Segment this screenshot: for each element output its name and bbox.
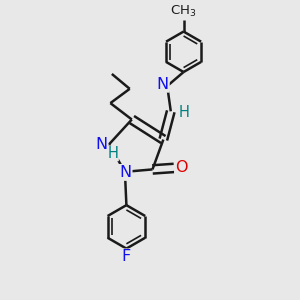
Text: O: O xyxy=(175,160,188,175)
Text: CH$_3$: CH$_3$ xyxy=(170,4,197,19)
Text: F: F xyxy=(122,249,131,264)
Text: H: H xyxy=(179,105,190,120)
Text: H: H xyxy=(108,146,118,161)
Text: N: N xyxy=(119,165,132,180)
Text: N: N xyxy=(95,137,108,152)
Text: N: N xyxy=(157,77,169,92)
